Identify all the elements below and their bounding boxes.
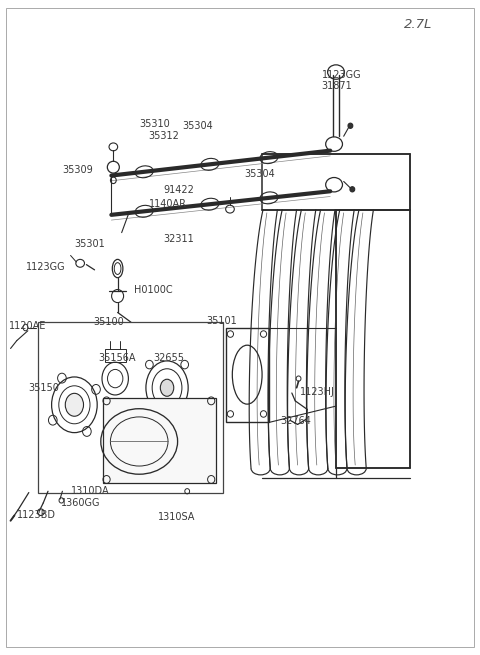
Text: 35150: 35150	[29, 383, 60, 393]
Text: 35312: 35312	[149, 131, 180, 141]
Ellipse shape	[348, 123, 353, 128]
Text: 1360GG: 1360GG	[61, 498, 101, 508]
Ellipse shape	[65, 393, 84, 417]
Text: 35101: 35101	[206, 316, 237, 326]
Text: 35301: 35301	[74, 238, 105, 249]
Text: H0100C: H0100C	[134, 285, 173, 295]
Text: 35156A: 35156A	[98, 353, 136, 364]
Text: 1310DA: 1310DA	[71, 486, 109, 496]
Text: 1310SA: 1310SA	[158, 512, 196, 523]
Text: 35309: 35309	[62, 165, 93, 176]
Bar	[262, 154, 410, 210]
Text: 32764: 32764	[281, 415, 312, 426]
Text: 1120AE: 1120AE	[9, 321, 46, 331]
Text: 1123GG: 1123GG	[26, 262, 66, 272]
Ellipse shape	[350, 187, 355, 192]
Text: 1123GG: 1123GG	[322, 70, 361, 81]
Text: 1140AR: 1140AR	[149, 199, 187, 210]
Text: 91422: 91422	[163, 185, 194, 195]
Bar	[38, 322, 223, 493]
Text: 35304: 35304	[182, 121, 213, 131]
Ellipse shape	[160, 379, 174, 396]
Text: 32655: 32655	[154, 353, 185, 364]
Bar	[105, 349, 126, 362]
Text: 35100: 35100	[94, 317, 124, 328]
Bar	[103, 398, 216, 483]
Bar	[336, 210, 410, 468]
Bar	[226, 328, 269, 422]
Text: 32311: 32311	[163, 234, 194, 244]
Text: 35310: 35310	[139, 119, 170, 130]
Text: 1123BD: 1123BD	[17, 510, 56, 520]
Text: 35304: 35304	[245, 168, 276, 179]
Text: 1123HJ: 1123HJ	[300, 386, 335, 397]
Text: 31871: 31871	[322, 81, 352, 92]
Text: 2.7L: 2.7L	[404, 18, 432, 31]
